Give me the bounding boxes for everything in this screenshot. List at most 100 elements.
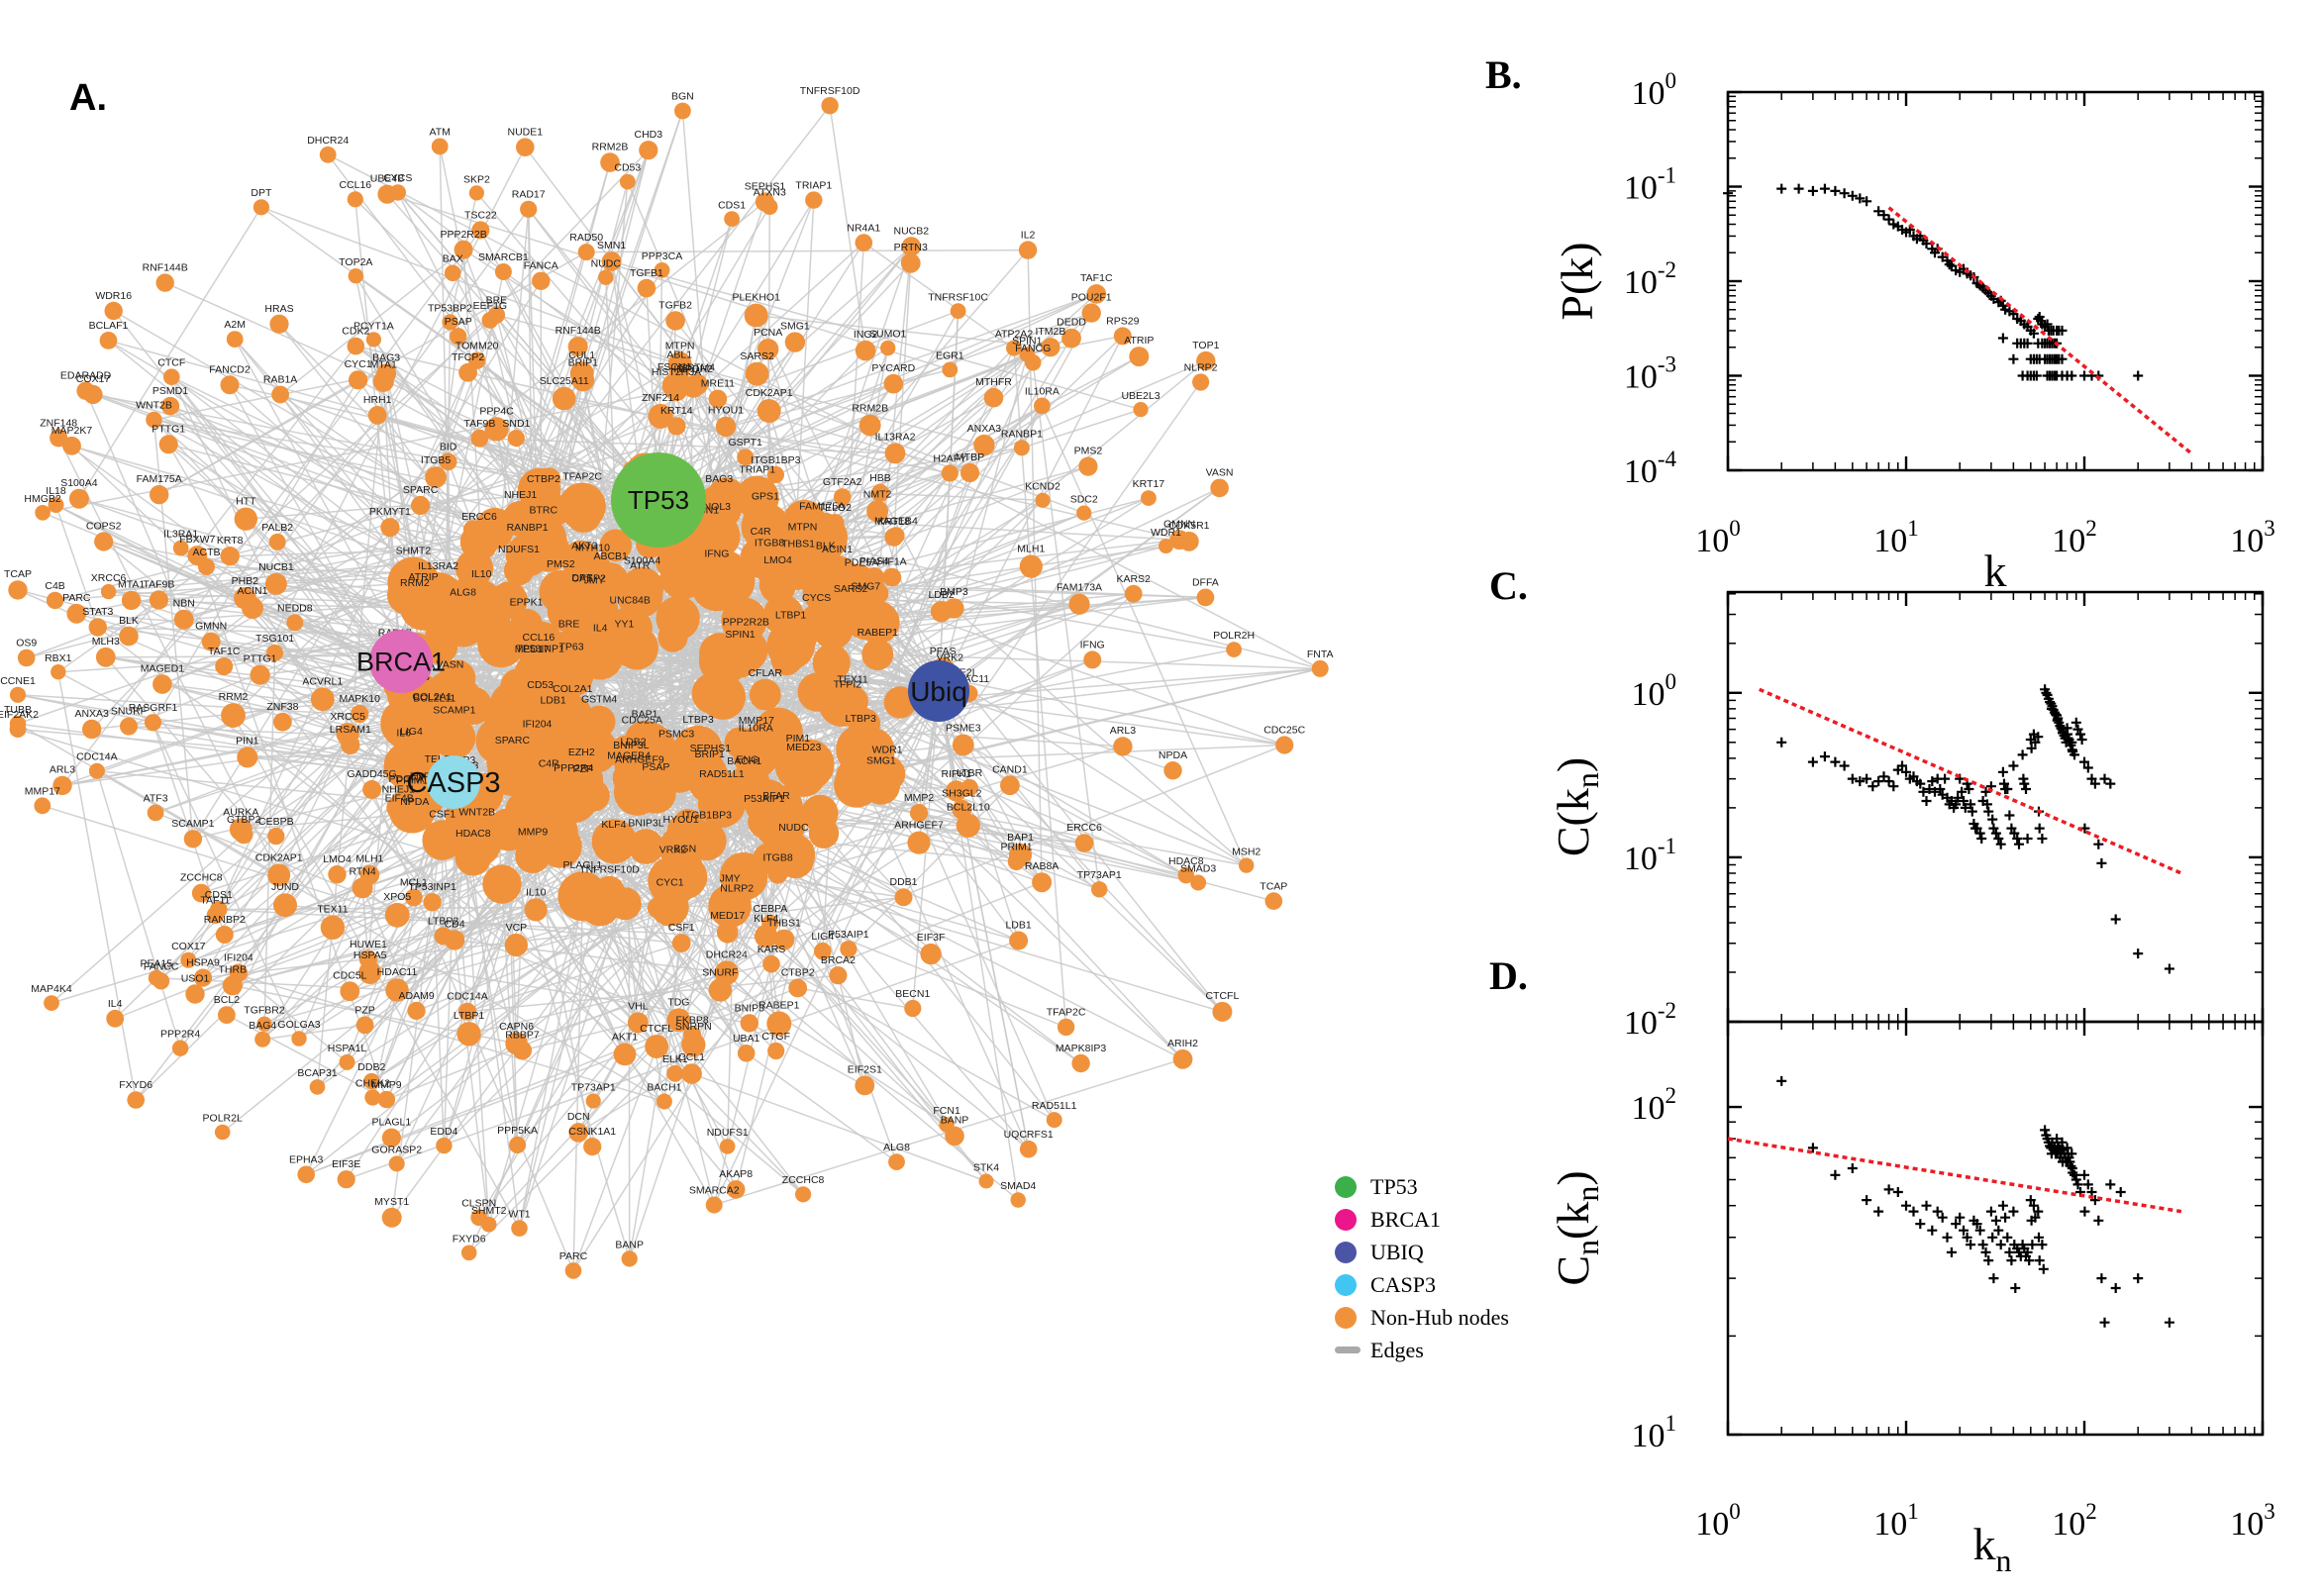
non-hub-node [215, 926, 234, 944]
gene-label: KARS2 [1116, 573, 1151, 585]
gene-label: ATRIP [1124, 335, 1154, 347]
non-hub-node [377, 184, 397, 204]
non-hub-node [348, 268, 363, 284]
gene-label: UBE4B [370, 173, 404, 185]
non-hub-node [1172, 1048, 1193, 1069]
non-hub-node [297, 1165, 316, 1184]
non-hub-node [1019, 1140, 1038, 1158]
non-hub-node [509, 1136, 527, 1153]
gene-label: MLH1 [1017, 543, 1045, 554]
hub-label-tp53: TP53 [628, 485, 689, 515]
gene-label: HDAC11 [377, 966, 418, 978]
gene-label: RAD50 [569, 232, 603, 244]
gene-label: THBS1 [767, 918, 801, 930]
gene-label: HSPA1L [328, 1043, 367, 1054]
non-hub-node [460, 1245, 477, 1261]
gene-label: PPP2R2B [723, 617, 769, 629]
gene-label: SDC2 [1070, 494, 1098, 506]
gene-label: TAF1C [1080, 272, 1113, 284]
gene-label: SEPHS1 [690, 743, 732, 754]
chart-C: 100 10-1 10-2 C(kn) [1548, 590, 2265, 1042]
gene-label: TCAP [1260, 880, 1287, 892]
non-hub-node [9, 686, 27, 703]
gene-label: ACVRL1 [302, 675, 343, 687]
gene-label: PRIM1 [396, 774, 428, 786]
non-hub-node [627, 1012, 649, 1034]
gene-label: TRIAP1 [739, 464, 775, 476]
gene-label: RPS29 [1106, 315, 1139, 327]
gene-label: BLK [119, 615, 139, 627]
gene-label: CLSPN [461, 1197, 496, 1209]
gene-label: CSF1 [668, 922, 695, 934]
non-hub-node [412, 572, 464, 624]
legend-item-brca1: BRCA1 [1335, 1203, 1509, 1236]
gene-label: BFAR [762, 790, 790, 802]
gene-label: TNFRSF10D [579, 864, 640, 876]
gene-label: TP53BP2 [428, 302, 472, 314]
gene-label: FXYD6 [119, 1079, 152, 1091]
gene-label: TP63 [558, 641, 583, 652]
hub-label-casp3: CASP3 [406, 767, 500, 799]
gene-label: EIF3E [332, 1158, 360, 1170]
non-hub-node [461, 580, 502, 621]
gene-label: PEA15 [140, 958, 172, 970]
gene-label: RBX1 [45, 652, 72, 664]
non-hub-node [615, 626, 658, 670]
non-hub-node [505, 1032, 528, 1055]
gene-label: CTGF [761, 1031, 790, 1043]
non-hub-node [250, 664, 270, 685]
gene-label: PCYT1A [354, 320, 394, 332]
gene-label: THBS1 [781, 539, 815, 550]
non-hub-node [762, 954, 780, 973]
non-hub-node [365, 332, 381, 348]
gene-label: SCAMP1 [433, 705, 475, 717]
gene-label: JMY [720, 873, 741, 885]
non-hub-node [944, 598, 964, 619]
non-hub-node [459, 523, 499, 561]
non-hub-node [861, 639, 894, 670]
non-hub-node [434, 927, 453, 946]
gene-label: HDAC8 [1168, 855, 1204, 867]
y-axis-label-C: C(kn) [1548, 757, 1605, 856]
gene-label: EEF1G [473, 300, 507, 312]
gene-label: CD4 [445, 918, 465, 930]
gene-label: IL13RA2 [418, 560, 458, 572]
non-hub-node [254, 1031, 271, 1047]
non-hub-node [524, 898, 548, 922]
gene-label: DDB1 [889, 876, 917, 888]
non-hub-node [1177, 866, 1195, 884]
gene-label: A2M [224, 319, 246, 331]
non-hub-node [562, 775, 603, 815]
gene-label: LDB1 [540, 695, 565, 707]
non-hub-node [160, 396, 180, 416]
non-hub-node [1041, 338, 1060, 357]
gene-label: ARHGEF7 [894, 820, 944, 832]
gene-label: HDAC8 [455, 828, 491, 840]
gene-label: ACTB [192, 547, 220, 558]
non-hub-node [1163, 761, 1182, 780]
gene-label: MAP2K7 [51, 425, 93, 437]
gene-label: LDB2 [928, 589, 954, 601]
axis-ticks [1726, 90, 2265, 472]
gene-label: NOL3 [704, 501, 732, 513]
non-hub-node [737, 1045, 756, 1062]
gene-label: NUDC [591, 258, 622, 270]
gene-label: CCL16 [523, 632, 556, 644]
gene-label: BNIP3 [735, 1002, 765, 1014]
non-hub-node [88, 618, 108, 637]
gene-label: MAP4K4 [31, 983, 72, 995]
non-hub-node [425, 466, 447, 488]
gene-label: TOMM20 [455, 341, 499, 352]
non-hub-node [450, 328, 467, 346]
legend-label: UBIQ [1370, 1239, 1424, 1264]
non-hub-node [564, 1262, 582, 1279]
gene-label: ARL3 [50, 764, 75, 776]
non-hub-node [840, 941, 858, 958]
gene-label: HUWE1 [350, 939, 387, 950]
non-hub-node [444, 264, 461, 282]
non-hub-node [520, 200, 538, 218]
non-hub-node [795, 1186, 812, 1203]
non-hub-node [163, 368, 180, 386]
non-hub-node [215, 657, 234, 675]
gene-label: COPS2 [86, 520, 122, 532]
